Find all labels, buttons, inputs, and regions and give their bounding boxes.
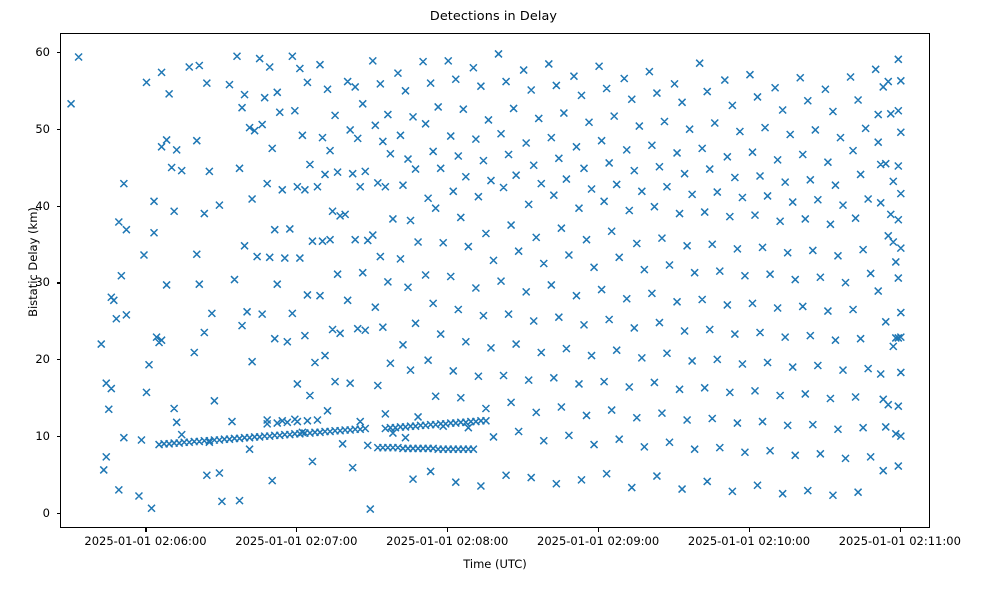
x-tick-mark [296,528,298,532]
x-tick-label: 2025-01-01 02:08:00 [386,534,509,548]
y-tick-label: 60 [35,45,50,60]
x-axis-label: Time (UTC) [463,557,527,571]
scatter-series [67,49,905,514]
x-tick-label: 2025-01-01 02:10:00 [687,534,811,548]
y-tick-label: 30 [35,275,50,290]
y-tick-label: 20 [35,352,50,367]
plot-axes-area [60,33,930,528]
y-tick-label: 0 [42,505,50,520]
y-tick-mark [56,128,60,131]
x-tick-label: 2025-01-01 02:07:00 [235,534,358,548]
x-tick-mark [145,528,147,532]
page-title: Detections in Delay [429,9,558,24]
y-tick-label: 40 [35,198,50,213]
y-tick-mark [56,282,60,284]
x-tick-label: 2025-01-01 02:09:00 [537,534,660,548]
x-tick-mark [899,528,901,532]
x-tick-label: 2025-01-01 02:11:00 [838,534,961,548]
y-axis-label: Bistatic Delay (km) [26,207,40,317]
y-tick-mark [56,359,60,361]
y-tick-label: 10 [35,428,50,443]
y-tick-mark [56,52,60,54]
y-tick-mark [56,512,60,514]
x-tick-label: 2025-01-01 02:06:00 [84,534,207,548]
y-tick-mark [56,435,60,437]
x-tick-mark [598,528,600,532]
y-tick-mark [56,205,60,207]
x-tick-mark [447,528,449,532]
x-tick-mark [748,528,751,532]
y-tick-label: 50 [35,121,50,136]
scatter-plot-svg [67,49,905,514]
